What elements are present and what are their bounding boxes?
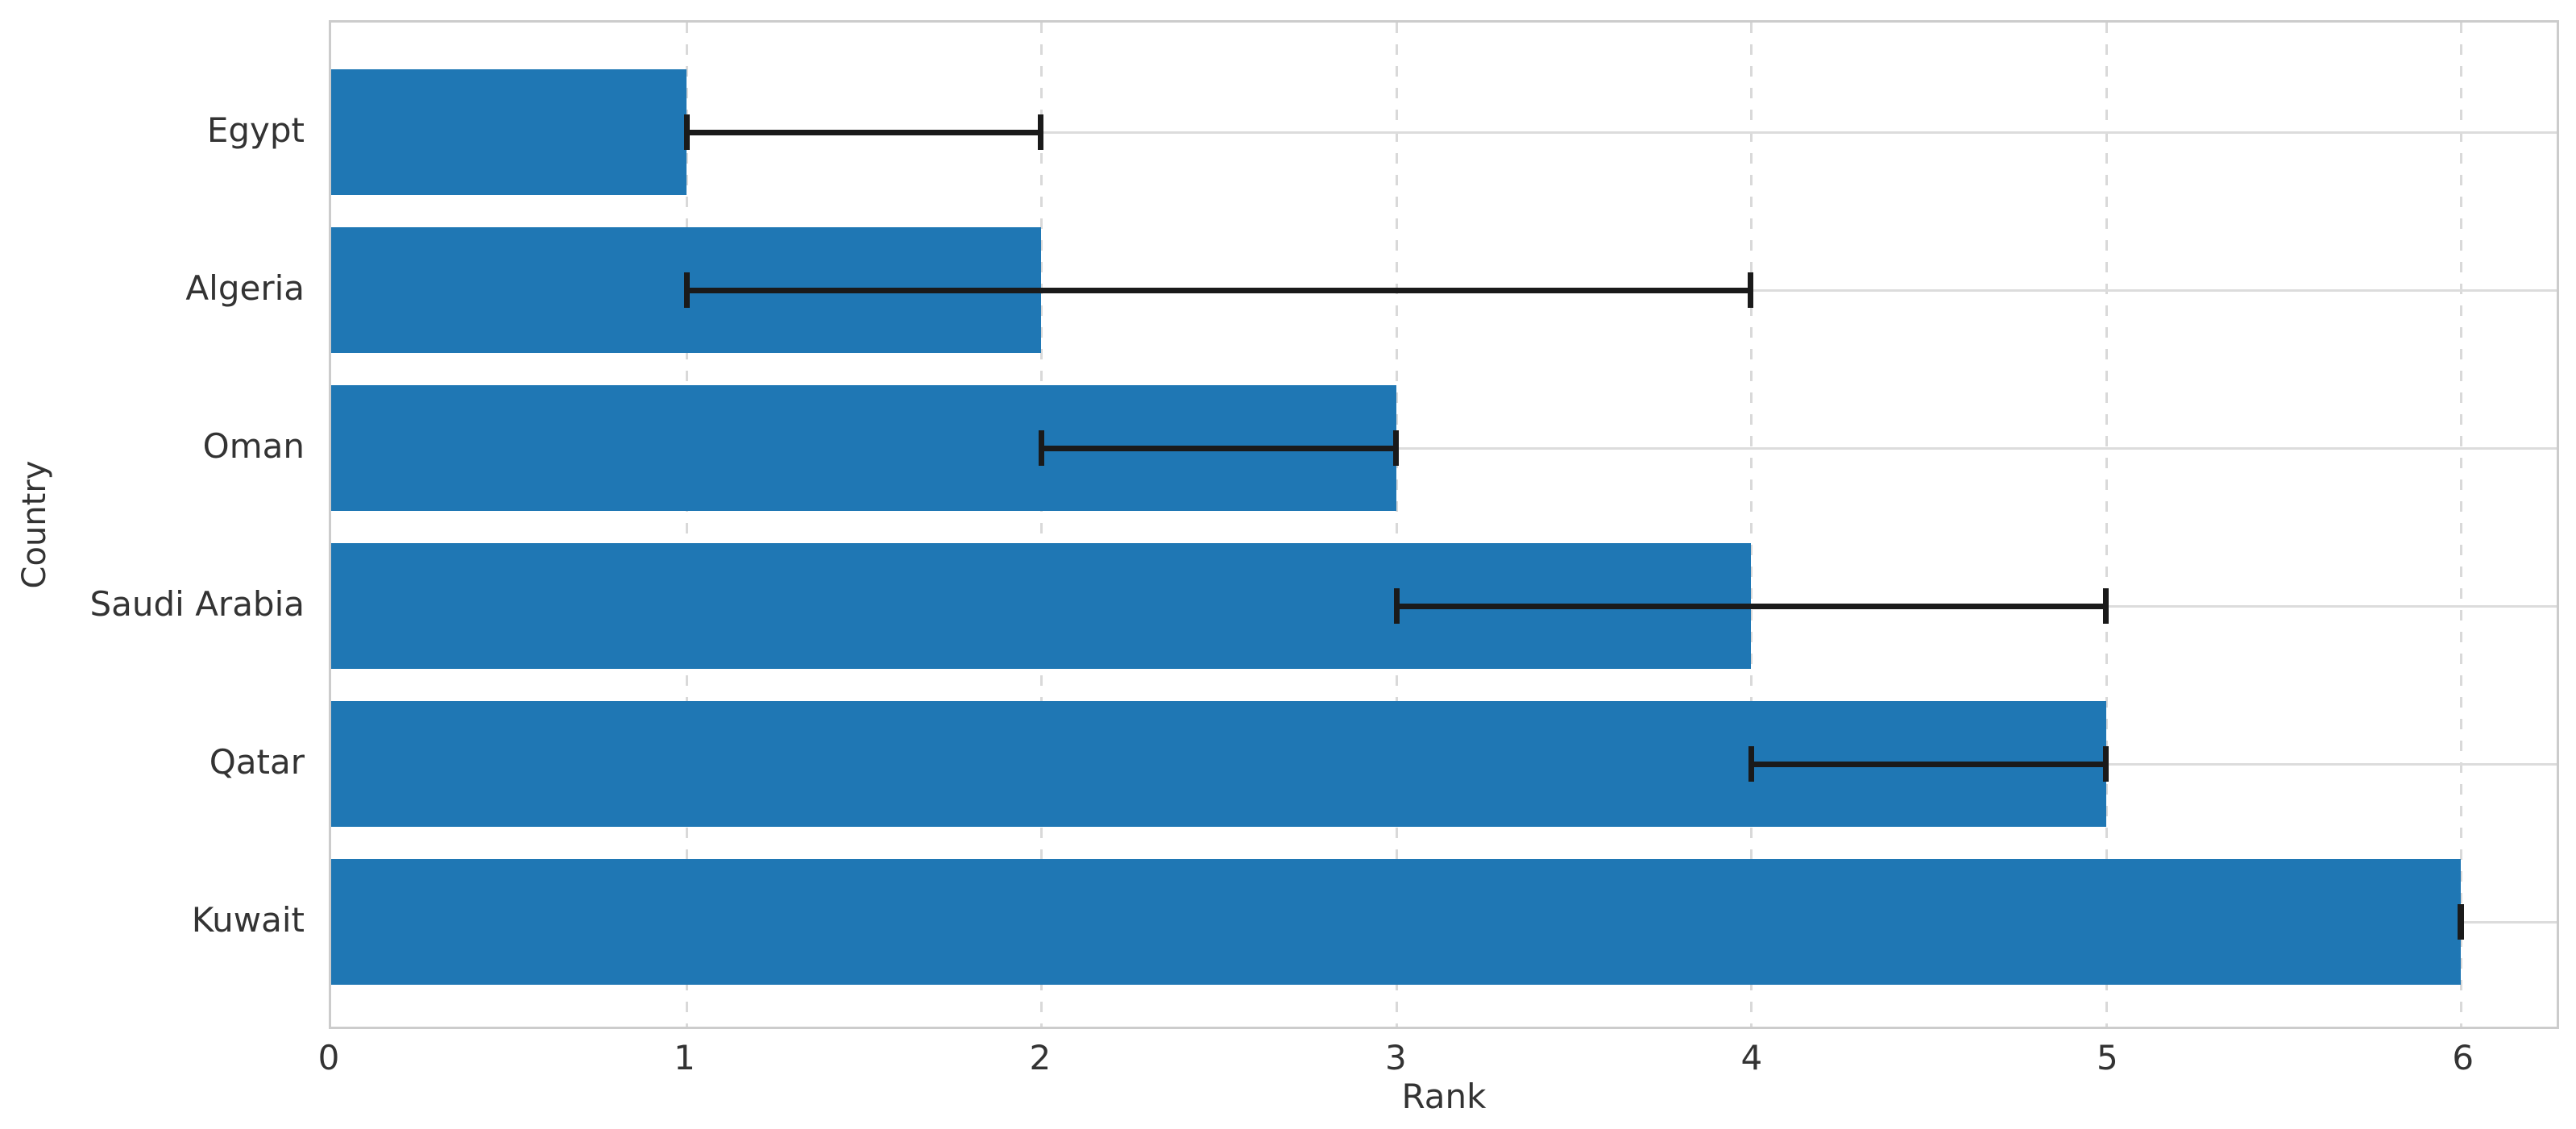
y-tick-label: Egypt	[206, 110, 305, 150]
error-bar-cap	[1748, 272, 1754, 308]
error-bar-cap	[683, 272, 690, 308]
error-bar-cap	[2102, 746, 2109, 782]
x-gridline	[2460, 23, 2463, 1027]
y-gridline	[331, 131, 2557, 134]
plot-area	[329, 20, 2559, 1029]
error-bar-cap	[1393, 588, 1400, 624]
bar-row	[331, 685, 2557, 843]
bar-row	[331, 843, 2557, 1001]
x-gridline	[685, 23, 688, 1027]
error-bar-cap	[2458, 904, 2464, 940]
y-gridline	[331, 447, 2557, 450]
y-tick-label: Kuwait	[191, 899, 305, 940]
x-axis-title: Rank	[1401, 1077, 1487, 1116]
x-tick-label: 5	[2096, 1038, 2118, 1077]
bar-rows	[331, 53, 2557, 1001]
y-tick-label: Algeria	[185, 268, 305, 308]
error-bar-cap	[1039, 430, 1045, 466]
y-tick-label: Saudi Arabia	[89, 583, 305, 624]
error-bar-cap	[683, 114, 690, 150]
bar-row	[331, 53, 2557, 211]
bar-row	[331, 527, 2557, 685]
bar-kuwait	[331, 859, 2462, 985]
error-bar-line	[1751, 762, 2106, 767]
error-bar-line	[686, 130, 1041, 135]
bar-row	[331, 211, 2557, 369]
x-tick-label: 3	[1385, 1038, 1407, 1077]
error-bar-cap	[1748, 746, 1755, 782]
x-tick-label: 4	[1740, 1038, 1763, 1077]
y-tick-label: Qatar	[209, 741, 305, 782]
x-tick-label: 1	[674, 1038, 695, 1077]
error-bar-line	[1041, 446, 1396, 451]
y-tick-label: Oman	[202, 425, 305, 466]
bar-egypt	[331, 69, 687, 195]
x-gridline	[1395, 23, 1398, 1027]
x-gridline	[2105, 23, 2108, 1027]
x-gridline	[1040, 23, 1043, 1027]
x-tick-label: 2	[1029, 1038, 1052, 1077]
error-bar-line	[686, 288, 1752, 293]
error-bar-cap	[1392, 430, 1399, 466]
error-bar-line	[1396, 604, 2106, 609]
bar-row	[331, 369, 2557, 527]
x-tick-label: 6	[2452, 1038, 2474, 1077]
error-bar-cap	[2102, 588, 2109, 624]
x-gridline	[1750, 23, 1753, 1027]
error-bar-cap	[1038, 114, 1043, 150]
x-tick-label: 0	[317, 1038, 340, 1077]
